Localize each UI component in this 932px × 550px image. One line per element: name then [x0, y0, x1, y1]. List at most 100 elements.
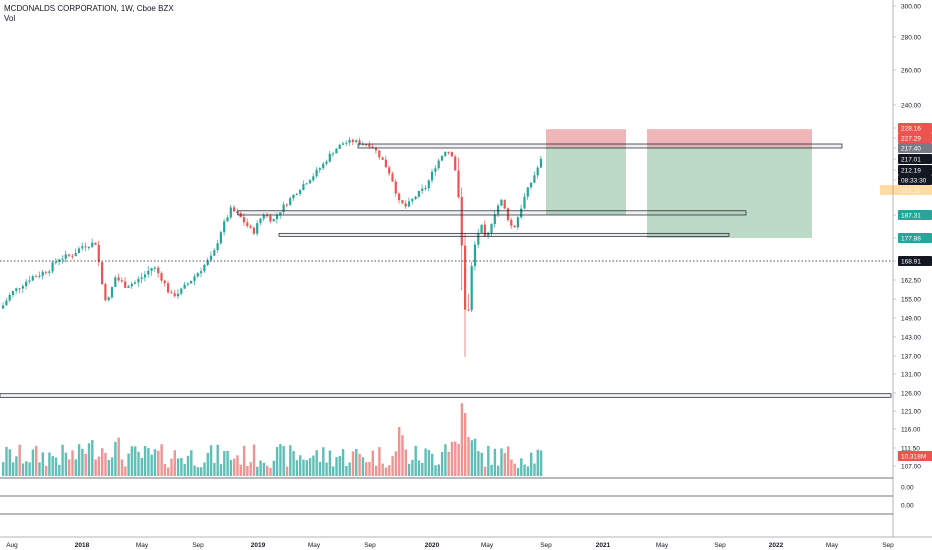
candle-up — [536, 167, 539, 176]
price-tick-label: 137.00 — [901, 354, 921, 361]
candle-down — [163, 280, 166, 284]
price-tick-label: 260.00 — [901, 68, 921, 75]
volume-bar — [120, 459, 124, 476]
candle-down — [391, 173, 394, 182]
risk-reward-zones[interactable] — [546, 129, 812, 238]
volume-bar — [137, 451, 140, 476]
price-badge-label: 187.31 — [901, 213, 921, 220]
candle-down — [18, 288, 21, 290]
volume-bar — [173, 450, 176, 476]
time-label: May — [308, 542, 321, 549]
price-badge-label: 08:33:30 — [901, 178, 927, 185]
volume-bar — [328, 450, 332, 476]
candle-down — [384, 159, 387, 168]
volume-bar — [140, 458, 143, 476]
candle-up — [213, 250, 216, 256]
price-badge-label: 177.88 — [901, 236, 921, 243]
candle-up — [48, 271, 51, 273]
candle-up — [190, 280, 193, 284]
volume-bar — [510, 459, 513, 476]
volume-bars — [2, 403, 543, 476]
volume-bar — [48, 452, 51, 476]
support-boxes[interactable] — [0, 143, 892, 398]
price-axis[interactable]: 300.00 280.00 260.00 240.00 228.16 227.29 217.… — [880, 4, 932, 510]
volume-bar — [186, 455, 190, 476]
symbol-title[interactable]: MCDONALDS CORPORATION, 1W, Cboe BZX — [4, 4, 174, 13]
candle-up — [54, 261, 57, 263]
volume-bar — [160, 444, 163, 476]
volume-bar — [91, 440, 94, 476]
price-tick-label: 143.00 — [901, 335, 921, 342]
candle-down — [358, 140, 361, 145]
volume-bar — [77, 444, 81, 476]
volume-bar — [223, 451, 226, 476]
volume-bar — [536, 449, 539, 476]
volume-bar — [351, 451, 355, 476]
candle-down — [44, 271, 48, 273]
candle-up — [11, 291, 15, 295]
volume-bar — [87, 443, 91, 476]
candle-up — [226, 217, 229, 222]
candle-down — [236, 211, 239, 214]
time-label: Sep — [364, 542, 376, 549]
volume-bar — [513, 463, 516, 476]
volume-bar — [180, 457, 183, 476]
volume-bar — [226, 450, 229, 476]
volume-bar — [467, 437, 470, 476]
volume-bar — [341, 449, 345, 476]
volume-bar — [163, 463, 167, 476]
time-axis[interactable]: Aug 2018 May Sep 2019 May Sep 2020 May Sep 2021 May… — [6, 542, 894, 549]
volume-bar — [285, 466, 289, 476]
candle-down — [398, 193, 401, 201]
volume-label[interactable]: Vol — [4, 14, 16, 23]
volume-bar — [421, 462, 424, 476]
candle-up — [295, 193, 298, 195]
candle-up — [143, 274, 147, 278]
candle-up — [299, 190, 302, 194]
candle-down — [157, 267, 160, 274]
time-label: May — [826, 542, 839, 549]
candle-up — [134, 282, 137, 284]
volume-bar — [308, 458, 312, 476]
time-label: Aug — [6, 542, 18, 549]
candle-up — [308, 180, 312, 184]
candle-up — [275, 215, 279, 220]
volume-bar — [170, 458, 173, 476]
volume-bar — [318, 461, 322, 476]
candle-up — [493, 214, 496, 225]
support-box — [278, 232, 730, 237]
volume-bar — [487, 445, 490, 476]
volume-bar — [292, 451, 295, 476]
volume-bar — [473, 438, 477, 476]
price-badge-label: 227.29 — [901, 136, 921, 143]
volume-bar — [275, 447, 279, 476]
support-box — [0, 393, 892, 398]
volume-bar — [322, 447, 325, 476]
time-label: 2019 — [251, 542, 266, 549]
candle-up — [477, 232, 480, 245]
volume-bar — [167, 467, 170, 476]
volume-bar — [312, 455, 315, 476]
candle-up — [539, 158, 543, 168]
price-badge-label: 228.16 — [901, 126, 921, 133]
volume-bar — [124, 466, 127, 476]
candle-up — [361, 144, 364, 146]
candle-down — [242, 217, 246, 223]
candle-down — [249, 226, 252, 228]
volume-bar — [143, 446, 147, 476]
volume-bar — [54, 457, 58, 476]
candle-down — [457, 170, 460, 197]
candle-down — [97, 244, 100, 263]
candle-down — [513, 225, 516, 228]
support-box — [357, 143, 843, 149]
volume-bar — [358, 453, 361, 476]
candle-down — [404, 203, 407, 207]
candle-down — [401, 200, 404, 204]
volume-bar — [477, 451, 480, 476]
volume-bar — [11, 462, 15, 476]
volume-bar — [147, 448, 150, 476]
price-badge — [898, 256, 932, 266]
candle-up — [497, 205, 500, 215]
candle-up — [322, 163, 325, 169]
